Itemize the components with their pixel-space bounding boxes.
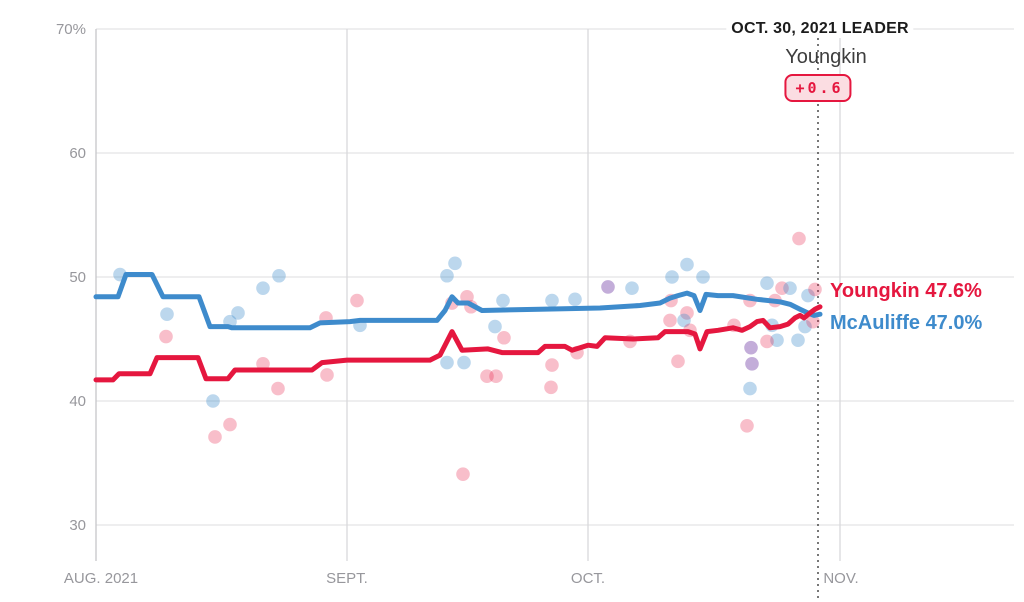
- poll-dot: [770, 333, 784, 348]
- y-tick-40: 40: [69, 393, 86, 410]
- poll-dot: [448, 256, 462, 271]
- poll-dot: [791, 333, 805, 348]
- poll-dot: [208, 430, 222, 444]
- poll-dot: [677, 313, 691, 328]
- poll-dot: [457, 355, 471, 370]
- poll-dot: [206, 394, 220, 408]
- poll-dot: [798, 319, 812, 334]
- poll-dot: [256, 281, 270, 295]
- poll-dot: [625, 281, 639, 295]
- poll-dot: [496, 293, 510, 308]
- poll-dot: [497, 330, 511, 345]
- youngkin-end-value: 47.6%: [925, 280, 982, 302]
- youngkin-end-label: Youngkin 47.6%: [830, 280, 982, 303]
- y-tick-70: 70%: [56, 21, 86, 38]
- poll-dot: [545, 358, 559, 372]
- mcauliffe-end-value: 47.0%: [925, 312, 983, 334]
- leader-margin-badge: +0.6: [784, 74, 852, 102]
- x-tick: SEPT.: [326, 570, 368, 587]
- leader-name: Youngkin: [785, 46, 867, 68]
- poll-dot: [601, 280, 615, 294]
- poll-dot: [160, 307, 174, 322]
- youngkin-end-name: Youngkin: [830, 280, 920, 302]
- poll-dot: [544, 380, 558, 395]
- poll-dot: [350, 293, 364, 308]
- x-tick: AUG. 2021: [64, 570, 138, 587]
- poll-dot: [159, 329, 173, 344]
- poll-dot: [801, 288, 815, 303]
- poll-dot: [671, 354, 685, 369]
- poll-dot: [663, 313, 677, 328]
- y-tick-60: 60: [69, 145, 86, 162]
- poll-dot: [740, 419, 754, 433]
- poll-dot: [231, 306, 245, 320]
- poll-dot: [456, 467, 470, 481]
- leader-date-label: OCT. 30, 2021 LEADER: [726, 20, 914, 38]
- poll-dot: [488, 319, 502, 334]
- poll-dot: [440, 355, 454, 370]
- poll-dot: [775, 281, 789, 295]
- youngkin-trend-line: [93, 304, 823, 383]
- poll-dot: [271, 381, 285, 396]
- poll-dot: [808, 282, 822, 297]
- poll-dot: [460, 290, 474, 304]
- poll-dot: [665, 270, 679, 284]
- poll-dot: [272, 268, 286, 283]
- poll-dot: [760, 276, 774, 291]
- poll-dot: [489, 369, 503, 384]
- poll-dot: [680, 257, 694, 272]
- poll-dot: [680, 306, 694, 320]
- poll-dot: [792, 231, 806, 246]
- poll-dot: [760, 334, 774, 349]
- poll-dot: [806, 314, 820, 329]
- poll-dot: [545, 293, 559, 308]
- poll-dot: [744, 340, 758, 355]
- poll-dot: [320, 368, 334, 382]
- poll-dot: [745, 357, 759, 371]
- x-tick: OCT.: [571, 570, 605, 587]
- poll-dot: [256, 357, 270, 371]
- poll-dot: [743, 381, 757, 396]
- poll-dot: [696, 270, 710, 284]
- mcauliffe-trend-line: [93, 272, 823, 331]
- poll-dot: [783, 281, 797, 295]
- poll-dot: [568, 292, 582, 307]
- y-tick-30: 30: [69, 517, 86, 534]
- y-tick-50: 50: [69, 269, 86, 286]
- mcauliffe-end-label: McAuliffe 47.0%: [830, 312, 982, 335]
- x-tick: NOV.: [823, 570, 858, 587]
- poll-dot: [480, 369, 494, 384]
- poll-dot: [223, 417, 237, 432]
- mcauliffe-end-name: McAuliffe: [830, 312, 920, 334]
- poll-dot: [440, 268, 454, 283]
